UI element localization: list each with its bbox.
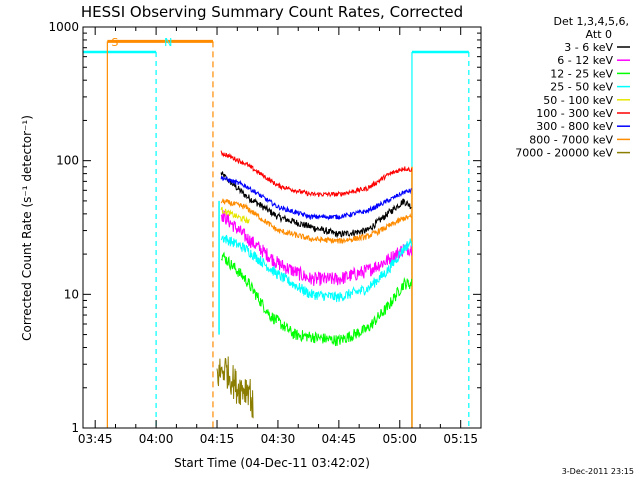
series-line-0 — [220, 171, 412, 238]
plot-frame — [82, 26, 482, 429]
x-tick-label: 04:30 — [261, 432, 296, 446]
interval-night-0 — [83, 50, 157, 428]
x-tick-label: 05:00 — [382, 432, 417, 446]
legend-header-line-2: Att 0 — [586, 28, 612, 41]
series-line-5 — [220, 150, 413, 198]
series-line-8 — [216, 356, 254, 419]
series-line-7 — [220, 198, 413, 245]
legend-header-line-1: Det 1,3,4,5,6, — [553, 15, 629, 28]
legend-label: 100 - 300 keV — [536, 107, 613, 120]
legend-label: 3 - 6 keV — [564, 41, 613, 54]
legend-label: 300 - 800 keV — [536, 120, 613, 133]
series-line-6 — [220, 175, 412, 221]
interval-night-2 — [411, 50, 470, 428]
series-line-1 — [220, 210, 413, 286]
x-tick-label: 04:45 — [322, 432, 357, 446]
legend-label: 50 - 100 keV — [543, 94, 613, 107]
generation-timestamp: 3-Dec-2011 23:15 — [562, 467, 634, 476]
y-tick-label: 1000 — [48, 20, 79, 34]
annotation-s: S — [111, 36, 118, 49]
interval-saa-1 — [106, 39, 214, 428]
axes: 03:45 04:00 04:15 04:30 04:45 05:00 05:15 1 10 10… — [48, 20, 482, 446]
series-line-2 — [220, 251, 413, 347]
y-axis-label: Corrected Count Rate (s⁻¹ detector⁻¹) — [20, 115, 34, 341]
legend-label: 25 - 50 keV — [550, 81, 613, 94]
annotation-n: N — [164, 36, 172, 49]
legend-label: 800 - 7000 keV — [529, 133, 613, 146]
series-line-3 — [220, 234, 413, 303]
x-tick-label: 04:15 — [200, 432, 235, 446]
x-tick-label: 05:15 — [443, 432, 478, 446]
x-tick-label: 03:45 — [78, 432, 113, 446]
legend-label: 6 - 12 keV — [557, 54, 613, 67]
chart-title: HESSI Observing Summary Count Rates, Cor… — [81, 3, 463, 21]
y-tick-label: 1 — [71, 421, 79, 435]
x-axis-label: Start Time (04-Dec-11 03:42:02) — [174, 456, 370, 470]
series-line-4 — [220, 206, 250, 224]
x-tick-label: 04:00 — [139, 432, 174, 446]
legend-label: 12 - 25 keV — [550, 67, 613, 80]
y-tick-label: 100 — [56, 154, 79, 168]
legend-label: 7000 - 20000 keV — [515, 147, 613, 160]
y-tick-label: 10 — [64, 287, 79, 301]
